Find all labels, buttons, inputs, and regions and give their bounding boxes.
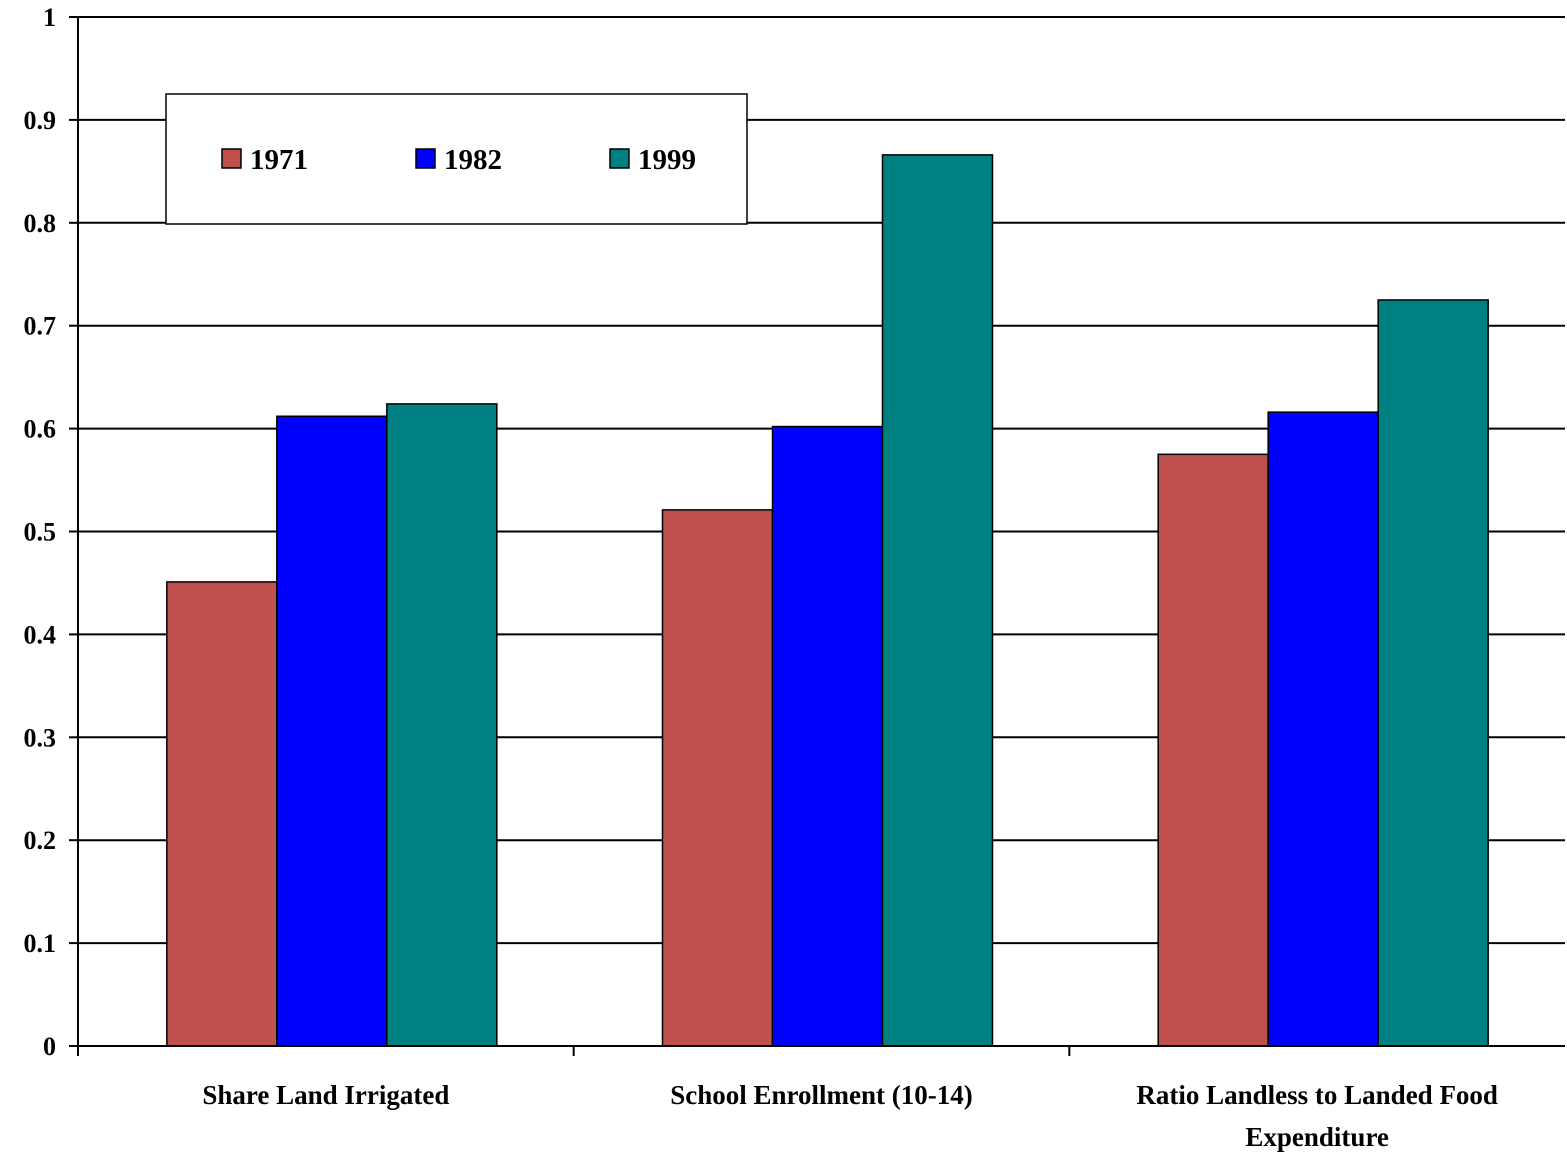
- legend-box: [165, 93, 748, 225]
- bar-1971: [661, 509, 774, 1047]
- legend-swatch-1982: [415, 148, 436, 169]
- y-tick-label: 0.7: [24, 312, 57, 341]
- y-tick-label: 0.8: [24, 209, 57, 238]
- legend-swatch-1999: [609, 148, 630, 169]
- bar-1999: [386, 403, 498, 1047]
- category-label: Ratio Landless to Landed Food: [1136, 1080, 1498, 1110]
- bar-1971: [166, 581, 278, 1047]
- y-tick-label: 0.1: [24, 929, 57, 958]
- y-tick-label: 0.5: [24, 518, 57, 547]
- y-tick-label: 0.2: [24, 826, 57, 855]
- bar-1999: [1377, 299, 1489, 1047]
- y-tick-label: 1: [43, 3, 56, 32]
- bar-1982: [1267, 411, 1379, 1047]
- category-labels: Share Land Irrigated School Enrollment (1…: [202, 1080, 1498, 1152]
- bar-1971: [1157, 453, 1269, 1047]
- y-tick-labels: 0 0.1 0.2 0.3 0.4 0.5 0.6 0.7 0.8 0.9 1: [24, 3, 57, 1061]
- bar-1999: [881, 154, 994, 1047]
- category-label: Expenditure: [1245, 1122, 1389, 1152]
- legend: 1971 1982 1999: [165, 93, 748, 225]
- axes: [69, 16, 1565, 1056]
- legend-label: 1999: [638, 144, 696, 176]
- bars: [166, 154, 1489, 1047]
- category-label: School Enrollment (10-14): [670, 1080, 973, 1110]
- y-tick-label: 0.9: [24, 106, 57, 135]
- legend-swatch-1971: [221, 148, 242, 169]
- category-label: Share Land Irrigated: [202, 1080, 449, 1110]
- y-tick-label: 0.6: [24, 415, 57, 444]
- y-tick-label: 0.4: [24, 620, 57, 649]
- bar-1982: [276, 415, 388, 1047]
- y-tick-label: 0: [43, 1032, 56, 1061]
- y-tick-label: 0.3: [24, 723, 57, 752]
- legend-label: 1971: [250, 144, 308, 176]
- bar-1982: [771, 425, 884, 1047]
- legend-label: 1982: [444, 144, 502, 176]
